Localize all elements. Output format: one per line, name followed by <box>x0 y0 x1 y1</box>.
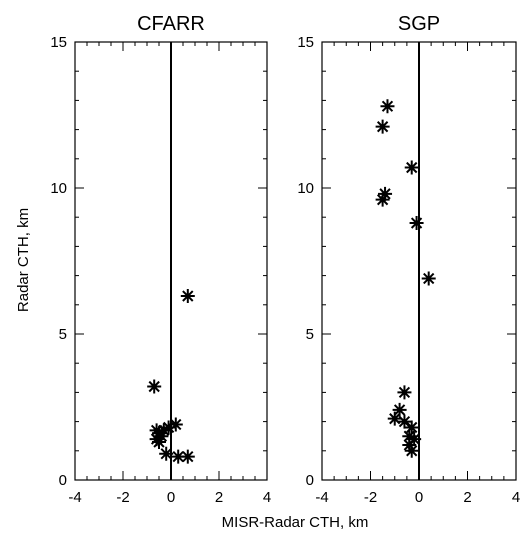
y-tick-label: 15 <box>50 34 67 51</box>
data-point <box>147 379 162 394</box>
x-tick-label: 2 <box>215 489 223 506</box>
panel-title-cfarr: CFARR <box>137 13 205 35</box>
data-point <box>375 119 390 134</box>
data-point <box>375 192 390 207</box>
x-tick-label: 4 <box>263 489 271 506</box>
x-tick-label: -2 <box>364 489 377 506</box>
panel-cfarr: CFARR -4 -2 0 2 4 0 5 10 15 <box>50 13 271 506</box>
x-tick-label: 4 <box>512 489 520 506</box>
y-tick-label: 5 <box>306 326 314 343</box>
data-point <box>404 420 419 435</box>
data-point <box>402 429 417 444</box>
data-point <box>387 411 402 426</box>
y-tick-label: 10 <box>50 180 67 197</box>
data-point <box>404 160 419 175</box>
data-point <box>402 437 417 452</box>
data-point <box>380 99 395 114</box>
data-point <box>397 414 412 429</box>
x-tick-label: -4 <box>68 489 81 506</box>
y-axis-label: Radar CTH, km <box>15 208 32 312</box>
data-point <box>421 271 436 286</box>
y-tick-label: 10 <box>297 180 314 197</box>
x-tick-label: 0 <box>415 489 423 506</box>
data-point <box>180 289 195 304</box>
x-tick-label: -4 <box>315 489 328 506</box>
data-point <box>378 186 393 201</box>
y-tick-label: 0 <box>59 472 67 489</box>
y-tick-label: 15 <box>297 34 314 51</box>
data-point <box>154 429 169 444</box>
data-point <box>180 449 195 464</box>
x-axis-label: MISR-Radar CTH, km <box>222 514 369 531</box>
plot-frame-cfarr <box>74 41 268 481</box>
x-tick-label: 2 <box>463 489 471 506</box>
plot-frame-sgp <box>321 41 517 481</box>
data-point <box>171 449 186 464</box>
data-point <box>168 417 183 432</box>
data-point <box>156 423 171 438</box>
data-point <box>392 402 407 417</box>
data-point <box>409 216 424 231</box>
data-point <box>404 443 419 458</box>
data-point <box>161 420 176 435</box>
panel-title-sgp: SGP <box>398 13 440 35</box>
panel-sgp: SGP -4 -2 0 2 4 0 5 10 15 <box>297 13 520 506</box>
y-tick-label: 5 <box>59 326 67 343</box>
x-tick-label: -2 <box>116 489 129 506</box>
data-point <box>397 385 412 400</box>
data-point <box>152 435 166 450</box>
data-point <box>407 432 422 447</box>
data-point <box>159 446 174 461</box>
y-tick-label: 0 <box>306 472 314 489</box>
x-tick-label: 0 <box>167 489 175 506</box>
